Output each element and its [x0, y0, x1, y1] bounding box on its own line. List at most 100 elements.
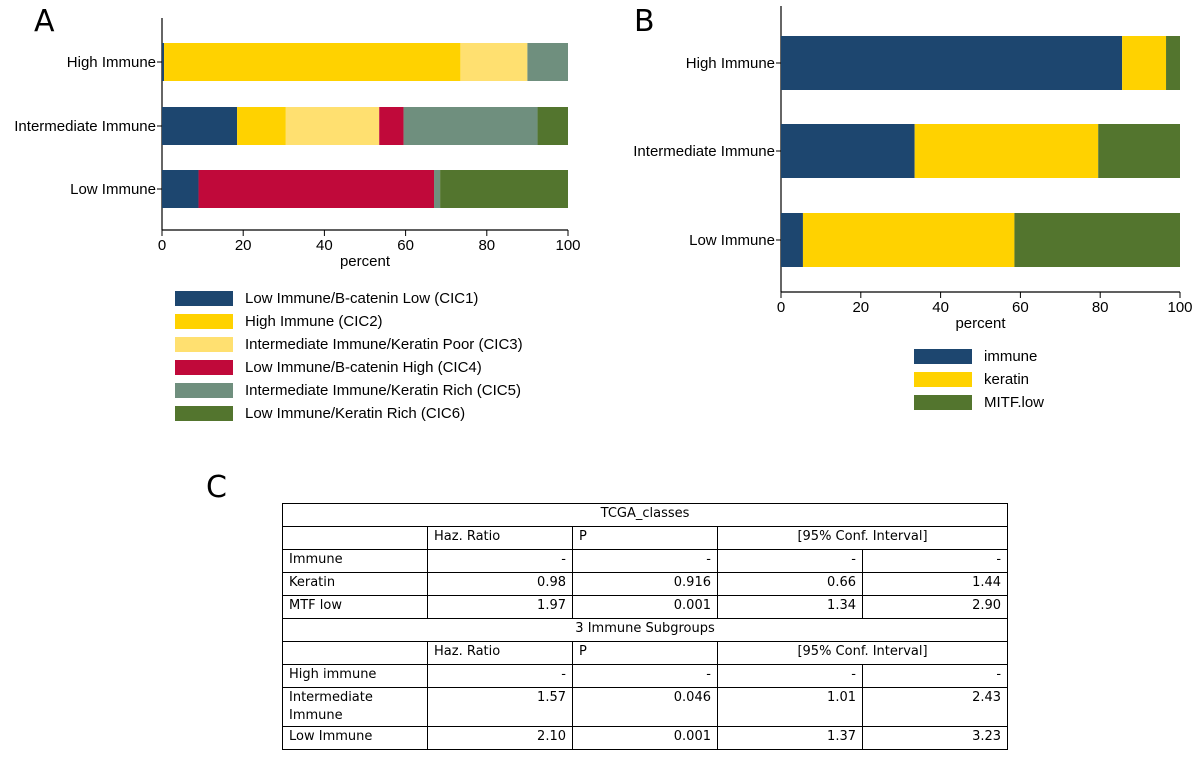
ci-lower-cell: 0.66	[717, 572, 863, 596]
header-haz-ratio: Haz. Ratio	[427, 641, 573, 665]
legend-item: Low Immune/B-catenin Low (CIC1)	[175, 287, 523, 310]
haz-ratio-cell: 0.98	[427, 572, 573, 596]
legend-label: immune	[984, 348, 1038, 365]
legend-swatch	[175, 337, 233, 352]
x-tick-label: 100	[1167, 299, 1192, 316]
header-conf-interval: [95% Conf. Interval]	[716, 526, 1009, 550]
bar-segment	[198, 170, 435, 208]
x-tick-label: 40	[316, 237, 333, 254]
legend-swatch	[914, 349, 972, 364]
legend-swatch	[914, 395, 972, 410]
legend-item: Low Immune/B-catenin High (CIC4)	[175, 356, 523, 379]
table-title-row: TCGA_classes	[281, 503, 1009, 527]
p-value-cell: 0.001	[572, 595, 718, 619]
bar-segment	[460, 43, 528, 81]
chart-b: High Immune Intermediate Immune Low Immune…	[633, 6, 1193, 332]
legend-swatch	[175, 291, 233, 306]
y-tick-label: Low Immune	[70, 181, 156, 198]
legend-label: keratin	[984, 371, 1030, 388]
legend-label: Low Immune/Keratin Rich (CIC6)	[245, 405, 466, 422]
ci-lower-cell: 1.37	[717, 726, 863, 750]
panel-c-label: C	[206, 470, 227, 505]
p-value-cell: 0.916	[572, 572, 718, 596]
legend-label: Low Immune/B-catenin High (CIC4)	[245, 359, 482, 376]
bar-segment	[781, 213, 803, 267]
legend-item: immune	[914, 345, 1044, 368]
ci-upper-cell: -	[861, 549, 1009, 573]
legend-swatch	[175, 406, 233, 421]
y-tick-label: Intermediate Immune	[14, 118, 156, 135]
hazard-ratio-table: TCGA_classes Haz. Ratio P [95% Conf. Int…	[281, 503, 1009, 750]
ci-upper-cell: 1.44	[861, 572, 1009, 596]
bar-segment	[164, 43, 461, 81]
y-tick-label: High Immune	[67, 54, 156, 71]
row-label: High immune	[282, 664, 428, 688]
row-label: Keratin	[282, 572, 428, 596]
bar-segment	[162, 43, 165, 81]
bar-segment	[914, 124, 1099, 178]
table-row: MTF low 1.97 0.001 1.34 2.90	[282, 595, 1009, 619]
row-label: Intermediate Immune	[282, 687, 428, 727]
p-value-cell: -	[572, 664, 718, 688]
x-tick-label: 60	[397, 237, 414, 254]
legend-item: Low Immune/Keratin Rich (CIC6)	[175, 402, 523, 425]
table-row: Low Immune 2.10 0.001 1.37 3.23	[282, 726, 1009, 750]
table-title-subgroups: 3 Immune Subgroups	[281, 618, 1009, 642]
bar-segment	[403, 107, 538, 145]
panel-b-label: B	[634, 4, 655, 39]
bar-segment	[434, 170, 441, 208]
table-header-row: Haz. Ratio P [95% Conf. Interval]	[282, 526, 1009, 550]
x-tick-label: 100	[555, 237, 580, 254]
legend-item: keratin	[914, 368, 1044, 391]
ci-lower-cell: -	[717, 549, 863, 573]
y-tick-label: High Immune	[686, 55, 775, 72]
row-label: Low Immune	[282, 726, 428, 750]
haz-ratio-cell: -	[427, 664, 573, 688]
bar-segment	[1014, 213, 1180, 267]
legend-a: Low Immune/B-catenin Low (CIC1) High Immu…	[175, 287, 523, 425]
ci-upper-cell: -	[861, 664, 1009, 688]
bar-segment	[237, 107, 286, 145]
header-p: P	[572, 641, 718, 665]
legend-item: High Immune (CIC2)	[175, 310, 523, 333]
legend-swatch	[175, 360, 233, 375]
legend-item: Intermediate Immune/Keratin Poor (CIC3)	[175, 333, 523, 356]
table-row: High immune - - - -	[282, 664, 1009, 688]
legend-swatch	[175, 383, 233, 398]
x-tick-label: 20	[235, 237, 252, 254]
x-axis-label: percent	[340, 253, 391, 270]
table-title-row: 3 Immune Subgroups	[281, 618, 1009, 642]
x-tick-label: 0	[777, 299, 785, 316]
legend-label: Intermediate Immune/Keratin Rich (CIC5)	[245, 382, 521, 399]
x-tick-label: 40	[932, 299, 949, 316]
haz-ratio-cell: 1.57	[427, 687, 573, 727]
legend-label: High Immune (CIC2)	[245, 313, 383, 330]
header-haz-ratio: Haz. Ratio	[427, 526, 573, 550]
legend-label: MITF.low	[984, 394, 1044, 411]
legend-label: Low Immune/B-catenin Low (CIC1)	[245, 290, 479, 307]
x-tick-label: 80	[1092, 299, 1109, 316]
bar-segment	[802, 213, 1015, 267]
x-tick-label: 80	[478, 237, 495, 254]
legend-b: immune keratin MITF.low	[914, 345, 1044, 414]
header-p: P	[572, 526, 718, 550]
row-label: MTF low	[282, 595, 428, 619]
legend-label: Intermediate Immune/Keratin Poor (CIC3)	[245, 336, 523, 353]
x-tick-label: 0	[158, 237, 166, 254]
row-label: Immune	[282, 549, 428, 573]
x-tick-label: 20	[852, 299, 869, 316]
y-tick-label: Intermediate Immune	[633, 143, 775, 160]
chart-a: High Immune Intermediate Immune Low Immune…	[14, 18, 581, 270]
legend-item: Intermediate Immune/Keratin Rich (CIC5)	[175, 379, 523, 402]
haz-ratio-cell: 1.97	[427, 595, 573, 619]
ci-lower-cell: 1.34	[717, 595, 863, 619]
ci-upper-cell: 2.43	[861, 687, 1009, 727]
table-row: Immune - - - -	[282, 549, 1009, 573]
haz-ratio-cell: 2.10	[427, 726, 573, 750]
bar-segment	[781, 36, 1123, 90]
table-title-tcga: TCGA_classes	[281, 503, 1009, 527]
haz-ratio-cell: -	[427, 549, 573, 573]
bar-segment	[527, 43, 568, 81]
bar-segment	[1122, 36, 1167, 90]
ci-upper-cell: 3.23	[861, 726, 1009, 750]
